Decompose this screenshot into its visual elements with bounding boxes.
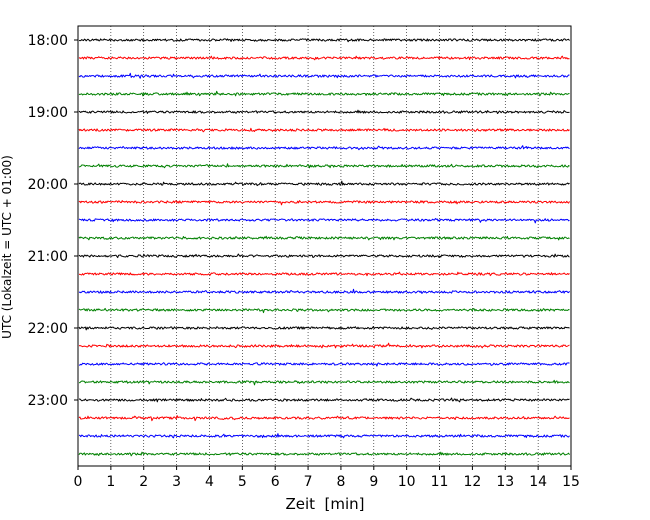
vertical-gridlines [110, 26, 539, 466]
y-tick-label: 18:00 [28, 33, 68, 49]
trace-line [78, 55, 570, 61]
trace-line [78, 90, 570, 97]
y-axis-ticks: 18:00 19:00 20:00 21:00 22:00 23:00 [28, 33, 78, 409]
x-tick-label: 7 [304, 474, 313, 490]
x-tick-label: 12 [463, 474, 481, 490]
seismic-traces [78, 38, 570, 457]
y-tick-label: 21:00 [28, 249, 68, 265]
trace-line [78, 433, 570, 439]
x-tick-label: 5 [238, 474, 247, 490]
trace-line [78, 362, 570, 367]
trace-line [78, 109, 570, 114]
trace-line [78, 163, 570, 169]
plot-frame [77, 25, 572, 467]
trace-line [78, 218, 570, 224]
trace-line [78, 72, 570, 79]
x-tick-label: 15 [562, 474, 580, 490]
x-tick-label: 3 [172, 474, 181, 490]
x-tick-label: 2 [139, 474, 148, 490]
trace-line [78, 379, 570, 386]
x-tick-label: 11 [431, 474, 449, 490]
y-tick-label: 19:00 [28, 105, 68, 121]
x-tick-label: 14 [529, 474, 547, 490]
trace-line [78, 253, 570, 259]
trace-line [78, 38, 570, 43]
x-tick-label: 8 [336, 474, 345, 490]
y-tick-label: 22:00 [28, 321, 68, 337]
x-tick-label: 13 [496, 474, 514, 490]
trace-line [78, 288, 570, 294]
trace-line [78, 235, 570, 241]
x-tick-label: 1 [106, 474, 115, 490]
x-tick-label: 9 [369, 474, 378, 490]
x-axis-ticks: 0 1 2 3 4 5 6 7 8 9 10 11 12 13 14 15 [74, 466, 580, 490]
y-tick-label: 23:00 [28, 393, 68, 409]
y-axis-label: UTC (Lokalzeit = UTC + 01:00) [0, 155, 14, 339]
x-tick-label: 4 [205, 474, 214, 490]
x-tick-label: 10 [398, 474, 416, 490]
trace-line [78, 415, 570, 422]
x-tick-label: 6 [271, 474, 280, 490]
trace-line [78, 397, 570, 403]
trace-line [78, 180, 570, 187]
trace-line [78, 200, 570, 206]
trace-line [78, 342, 570, 349]
trace-line [78, 145, 570, 151]
trace-line [78, 271, 570, 277]
trace-line [78, 307, 570, 314]
trace-line [78, 326, 570, 331]
x-axis-label: Zeit [min] [285, 495, 364, 513]
y-tick-label: 20:00 [28, 177, 68, 193]
trace-line [78, 451, 570, 457]
trace-line [78, 127, 570, 133]
x-tick-label: 0 [74, 474, 83, 490]
